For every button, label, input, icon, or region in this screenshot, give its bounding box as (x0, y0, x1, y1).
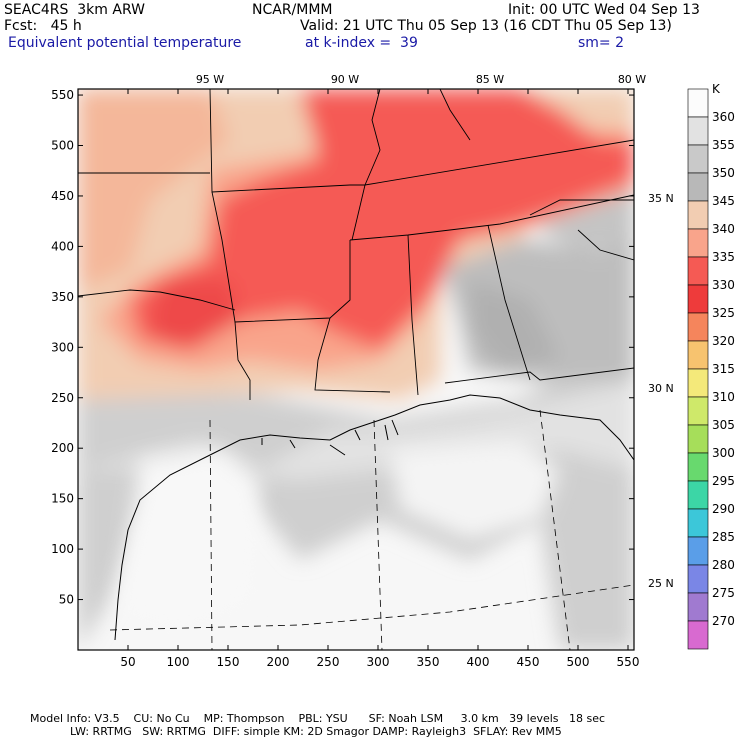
colorbar-label: 315 (712, 362, 735, 376)
x-tick-label: 550 (617, 655, 640, 669)
longitude-label: 85 W (476, 73, 504, 86)
colorbar-label: 355 (712, 138, 735, 152)
colorbar-swatch (687, 480, 709, 510)
colorbar-label: 285 (712, 530, 735, 544)
colorbar-swatch (687, 284, 709, 314)
colorbar-swatch (687, 312, 709, 342)
colorbar-swatch (687, 396, 709, 426)
colorbar-swatch (687, 564, 709, 594)
x-tick-label: 250 (317, 655, 340, 669)
colorbar-swatch (687, 620, 709, 650)
x-tick-label: 300 (367, 655, 390, 669)
footer-line-1: Model Info: V3.5 CU: No Cu MP: Thompson … (30, 712, 606, 725)
center-name: NCAR/MMM (252, 2, 333, 18)
level-label: at k-index = 39 (305, 35, 418, 51)
colorbar-swatch (687, 256, 709, 286)
colorbar-swatch (687, 88, 709, 118)
model-name: SEAC4RS 3km ARW (4, 2, 145, 18)
colorbar-label: 300 (712, 446, 735, 460)
y-tick-label: 450 (51, 189, 74, 203)
x-tick-label: 200 (267, 655, 290, 669)
colorbar-swatch (687, 340, 709, 370)
colorbar-swatch (687, 452, 709, 482)
colorbar-swatch (687, 536, 709, 566)
x-tick-label: 450 (517, 655, 540, 669)
colorbar-label: 330 (712, 278, 735, 292)
colorbar-label: 310 (712, 390, 735, 404)
latitude-label: 35 N (648, 192, 674, 205)
y-tick-label: 500 (51, 139, 74, 153)
colorbar-label: 335 (712, 250, 735, 264)
colorbar-label: 305 (712, 418, 735, 432)
colorbar-label: 350 (712, 166, 735, 180)
colorbar-label: 320 (712, 334, 735, 348)
colorbar-label: 270 (712, 614, 735, 628)
colorbar-swatch (687, 592, 709, 622)
valid-time: Valid: 21 UTC Thu 05 Sep 13 (16 CDT Thu … (300, 18, 672, 34)
y-tick-label: 150 (51, 492, 74, 506)
colorbar-swatch (687, 424, 709, 454)
colorbar-label: 280 (712, 558, 735, 572)
plot-frame (77, 88, 635, 651)
x-tick-label: 350 (417, 655, 440, 669)
colorbar-swatch (687, 172, 709, 202)
colorbar-unit: K (712, 82, 721, 96)
latitude-label: 25 N (648, 577, 674, 590)
colorbar-swatch (687, 508, 709, 538)
latitude-label: 30 N (648, 382, 674, 395)
colorbar-label: 340 (712, 222, 735, 236)
colorbar-label: 275 (712, 586, 735, 600)
colorbar-label: 295 (712, 474, 735, 488)
colorbar-label: 360 (712, 110, 735, 124)
x-tick-label: 500 (567, 655, 590, 669)
smoothing-label: sm= 2 (578, 35, 625, 51)
init-time: Init: 00 UTC Wed 04 Sep 13 (508, 2, 700, 18)
y-tick-label: 200 (51, 441, 74, 455)
y-tick-label: 550 (51, 88, 74, 102)
y-tick-label: 350 (51, 290, 74, 304)
colorbar-label: 290 (712, 502, 735, 516)
y-tick-label: 100 (51, 542, 74, 556)
y-tick-label: 250 (51, 391, 74, 405)
colorbar-swatch (687, 368, 709, 398)
colorbar-swatch (687, 144, 709, 174)
footer-line-2: LW: RRTMG SW: RRTMG DIFF: simple KM: 2D … (70, 725, 562, 738)
x-tick-label: 50 (120, 655, 135, 669)
y-tick-label: 400 (51, 239, 74, 253)
forecast-hour: Fcst: 45 h (4, 18, 82, 34)
longitude-label: 90 W (331, 73, 359, 86)
colorbar-swatch (687, 200, 709, 230)
x-tick-label: 100 (167, 655, 190, 669)
colorbar-swatch (687, 116, 709, 146)
colorbar-swatch (687, 228, 709, 258)
colorbar-label: 345 (712, 194, 735, 208)
colorbar: 360 355 350 345 340 335 330 325 320 315 310 305 300 2… (687, 88, 735, 650)
longitude-label: 95 W (196, 73, 224, 86)
y-tick-label: 50 (59, 593, 74, 607)
longitude-label: 80 W (618, 73, 646, 86)
y-tick-label: 300 (51, 340, 74, 354)
x-tick-label: 150 (217, 655, 240, 669)
colorbar-label: 325 (712, 306, 735, 320)
equivalent-potential-temperature-field (78, 89, 634, 650)
field-name: Equivalent potential temperature (8, 35, 242, 51)
x-tick-label: 400 (467, 655, 490, 669)
